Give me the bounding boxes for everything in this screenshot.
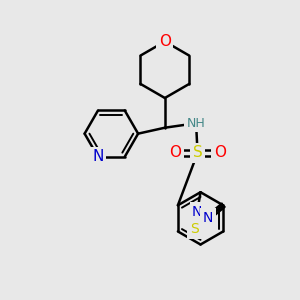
Text: O: O	[159, 34, 171, 49]
Text: S: S	[193, 146, 202, 160]
Text: S: S	[190, 222, 199, 236]
Text: O: O	[169, 146, 181, 160]
Text: NH: NH	[187, 117, 206, 130]
Text: N: N	[192, 205, 202, 218]
Text: O: O	[214, 146, 226, 160]
Text: N: N	[203, 211, 213, 225]
Text: N: N	[92, 149, 104, 164]
